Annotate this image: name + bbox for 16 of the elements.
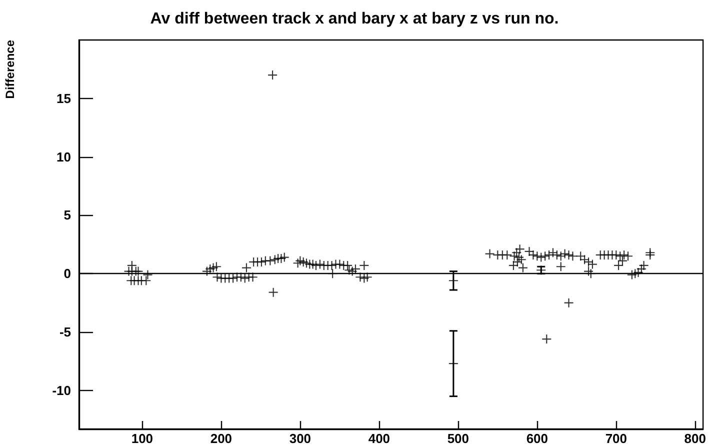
y-axis-title: Difference — [3, 40, 17, 99]
y-tick-label: -10 — [52, 382, 71, 398]
y-tick-label: 0 — [64, 266, 71, 282]
x-tick-label: 800 — [684, 431, 706, 446]
x-tick-label: 200 — [210, 431, 232, 446]
x-tick-label: 500 — [447, 431, 470, 446]
chart-title: Av diff between track x and bary x at bary z vs run no. — [150, 10, 559, 28]
x-tick-label: 600 — [526, 431, 548, 446]
y-tick-label: 15 — [56, 90, 71, 106]
y-tick-label: 5 — [64, 208, 71, 223]
x-tick-label: 400 — [368, 431, 390, 446]
x-tick-label: 700 — [605, 431, 628, 446]
y-tick-label: -5 — [59, 324, 71, 340]
x-tick-label: 300 — [289, 431, 312, 446]
y-tick-label: 10 — [56, 149, 71, 164]
x-tick-label: 100 — [131, 431, 154, 446]
